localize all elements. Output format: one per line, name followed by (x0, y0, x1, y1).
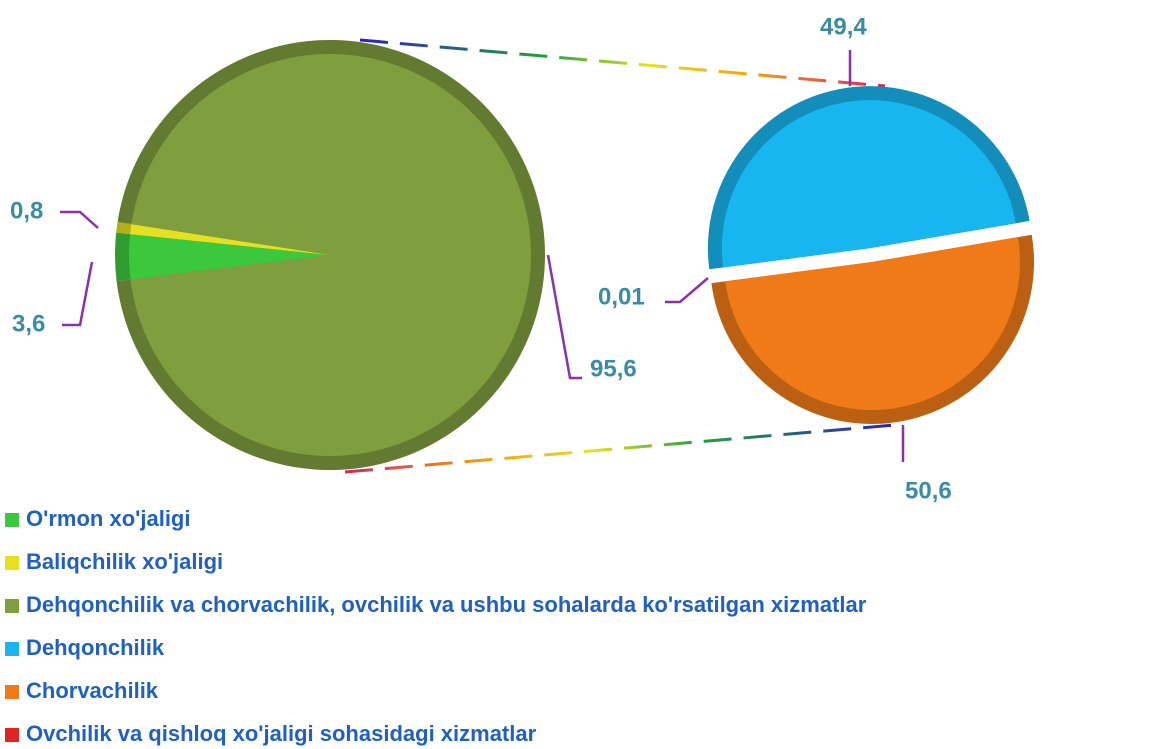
value-label: 3,6 (12, 310, 45, 337)
leader-lines (60, 50, 905, 462)
legend-label: O'rmon xo'jaligi (26, 506, 190, 531)
pie-slice-face (130, 224, 330, 255)
legend-label: Ovchilik va qishloq xo'jaligi sohasidagi… (26, 721, 537, 746)
leader (546, 254, 582, 380)
connectors (344, 38, 896, 474)
pie-slice-face (129, 234, 330, 280)
leader (665, 277, 709, 304)
leader (62, 261, 94, 327)
legend-marker (5, 728, 19, 742)
pie-slice-face (725, 237, 1021, 410)
value-label: 0,01 (598, 283, 645, 310)
value-label: 50,6 (905, 477, 952, 504)
value-label: 49,4 (820, 13, 867, 40)
legend-marker (5, 599, 19, 613)
pies: 3,6 0,8 95,6 49,4 50,6 0,01 (10, 13, 1034, 504)
pie-slice-face (130, 53, 532, 457)
legend-marker (5, 685, 19, 699)
legend-label: Baliqchilik xo'jaligi (26, 549, 223, 574)
value-label: 0,8 (10, 197, 43, 224)
legend-marker (5, 642, 19, 656)
legend-label: Dehqonchilik va chorvachilik, ovchilik v… (26, 592, 867, 617)
pie-slice-face (721, 100, 1016, 268)
legend-label: Chorvachilik (26, 678, 159, 703)
connector-top (359, 38, 886, 88)
legend-marker (5, 556, 19, 570)
legend-marker (5, 513, 19, 527)
connector-bottom (344, 423, 896, 474)
leader (60, 210, 99, 229)
legend: O'rmon xo'jaligi Baliqchilik xo'jaligi Deh… (5, 506, 867, 746)
value-label: 95,6 (590, 355, 637, 382)
legend-label: Dehqonchilik (26, 635, 165, 660)
pie-slice-face (725, 262, 872, 282)
